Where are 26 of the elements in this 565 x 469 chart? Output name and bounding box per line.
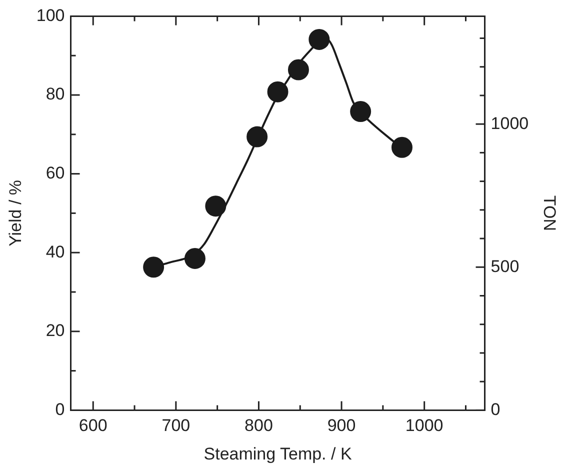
- x-tick-label: 600: [78, 416, 108, 436]
- y-tick-label: 60: [46, 163, 65, 182]
- y2-axis-title: TON: [540, 195, 560, 231]
- point: [246, 126, 268, 148]
- x-tick-label: 1000: [405, 416, 444, 436]
- point: [391, 136, 412, 158]
- y-tick-label: 80: [46, 84, 65, 104]
- x-tick-label: 700: [162, 416, 190, 436]
- x-tick-label: 800: [244, 416, 273, 436]
- y-tick-label: 40: [46, 242, 65, 262]
- y-tick-label: 100: [36, 6, 65, 25]
- point: [143, 256, 164, 278]
- y2-tick-label: 0: [490, 400, 500, 419]
- point: [350, 101, 372, 122]
- point: [308, 28, 330, 50]
- x-axis-title: Steaming Temp. / K: [204, 444, 352, 464]
- point: [184, 248, 206, 270]
- y-tick-label: 20: [46, 321, 65, 340]
- y-axis-title: Yield / %: [6, 180, 25, 246]
- point: [267, 81, 288, 102]
- y-tick-label: 0: [55, 400, 65, 419]
- y2-tick-label: 500: [490, 256, 520, 276]
- point: [205, 196, 226, 217]
- point: [288, 59, 309, 80]
- y2-tick-label: 1000: [490, 114, 529, 133]
- x-tick-label: 900: [327, 416, 356, 436]
